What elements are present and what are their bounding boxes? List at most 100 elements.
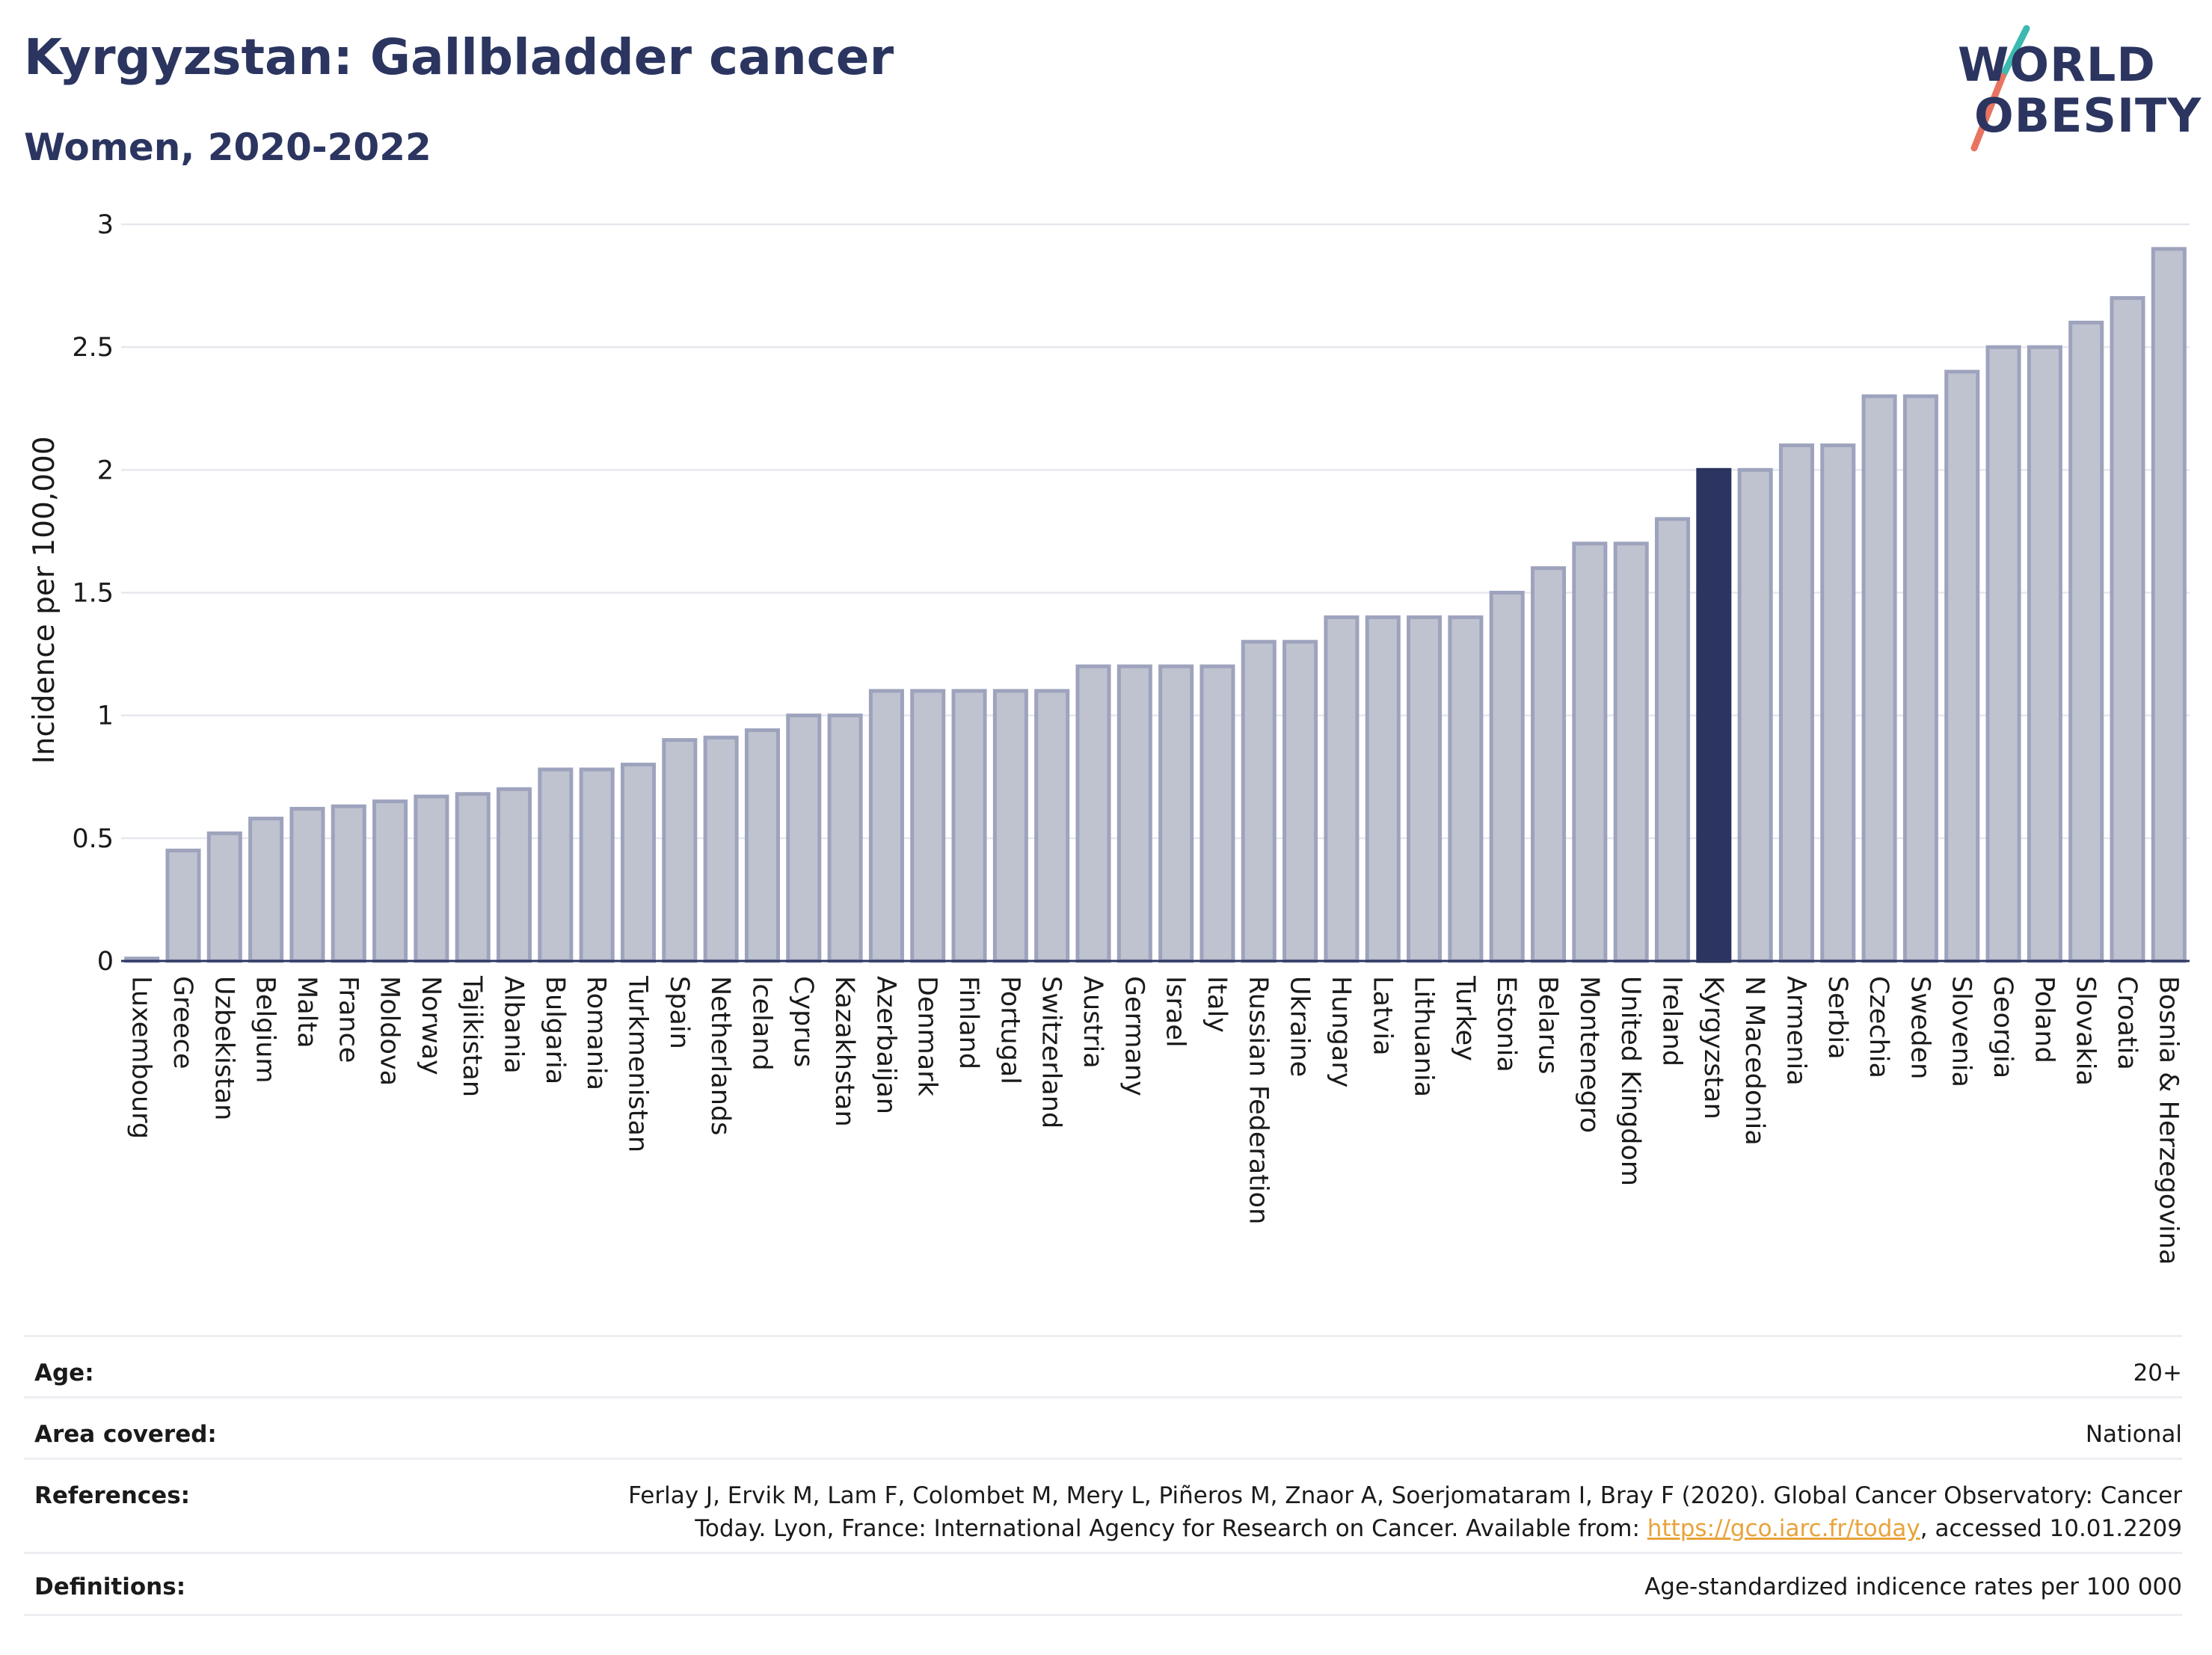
bar-latvia	[1365, 615, 1401, 963]
y-tick-label: 0	[97, 947, 114, 977]
x-tick-label: Netherlands	[705, 976, 735, 1135]
bar-estonia	[1489, 591, 1525, 963]
references-link[interactable]: https://gco.iarc.fr/today	[1647, 1515, 1920, 1542]
bar-hungary	[1324, 615, 1360, 963]
x-tick-label: Albania	[499, 976, 529, 1074]
x-tick-label: Luxembourg	[126, 976, 156, 1139]
x-tick-label: Montenegro	[1574, 976, 1604, 1133]
bar-spain	[662, 738, 698, 963]
bar-bulgaria	[538, 767, 574, 963]
bar-turkey	[1448, 615, 1484, 963]
references-text: Today. Lyon, France: International Agenc…	[695, 1515, 1647, 1542]
bar-israel	[1158, 664, 1194, 963]
x-tick-label: Bulgaria	[540, 976, 570, 1084]
x-tick-label: Uzbekistan	[209, 976, 239, 1120]
x-tick-label: Estonia	[1491, 976, 1521, 1072]
y-tick-label: 3	[97, 210, 114, 240]
bar-lithuania	[1407, 615, 1443, 963]
bar-uzbekistan	[206, 831, 242, 963]
logo-line2: OBESITY	[1974, 88, 2202, 143]
bar-armenia	[1778, 443, 1814, 963]
x-tick-label: Denmark	[912, 976, 942, 1097]
bar-russian-federation	[1241, 639, 1276, 963]
x-tick-label: Serbia	[1822, 976, 1852, 1060]
y-axis-label: Incidence per 100,000	[28, 436, 61, 764]
bar-greece	[165, 848, 201, 963]
x-tick-label: Slovenia	[1947, 976, 1976, 1087]
x-tick-label: Belarus	[1533, 976, 1563, 1075]
bar-denmark	[910, 689, 946, 963]
bar-belarus	[1531, 566, 1567, 963]
logo-line1: WORLD	[1958, 37, 2156, 92]
bar-ireland	[1654, 517, 1691, 963]
y-tick-label: 1	[97, 701, 114, 731]
area-value: National	[2085, 1421, 2182, 1448]
bar-croatia	[2110, 296, 2145, 963]
bar-czechia	[1861, 394, 1897, 963]
x-tick-label: United Kingdom	[1615, 976, 1645, 1186]
bar-kazakhstan	[827, 713, 863, 963]
bar-cyprus	[786, 713, 822, 963]
x-tick-label: Armenia	[1781, 976, 1810, 1086]
info-row-area: Area covered: National	[24, 1396, 2182, 1458]
bar-switzerland	[1034, 689, 1070, 963]
x-tick-label: Lithuania	[1409, 976, 1439, 1097]
bar-sweden	[1902, 394, 1938, 963]
x-tick-label: Azerbaijan	[870, 976, 900, 1114]
bar-montenegro	[1572, 541, 1608, 963]
bar-kyrgyzstan	[1696, 467, 1732, 963]
bar-n-macedonia	[1737, 467, 1773, 963]
chart-title: Kyrgyzstan: Gallbladder cancer	[24, 28, 894, 86]
x-tick-label: Portugal	[995, 976, 1024, 1084]
x-tick-label: Spain	[664, 976, 694, 1049]
y-tick-label: 2	[97, 455, 114, 485]
bar-poland	[2027, 345, 2062, 963]
bar-chart: 0 0.5 1 1.5 2 2.5 3 Incidence per 100,000 Luxemb…	[28, 210, 2190, 1265]
references-accessed: , accessed 10.01.2209	[1920, 1515, 2182, 1542]
bar-albania	[497, 787, 532, 963]
bar-ukraine	[1282, 639, 1318, 963]
y-tick-label: 1.5	[72, 579, 114, 609]
bar-france	[331, 804, 366, 963]
bar-turkmenistan	[620, 762, 657, 963]
x-tick-label: Sweden	[1905, 976, 1935, 1079]
bar-moldova	[372, 799, 408, 963]
bar-finland	[951, 689, 987, 963]
x-tick-label: Russian Federation	[1243, 976, 1273, 1224]
info-row-definitions: Definitions: Age-standardized indicence …	[24, 1552, 2182, 1616]
x-tick-label: Turkey	[1450, 975, 1480, 1061]
definitions-value: Age-standardized indicence rates per 100…	[1644, 1573, 2182, 1600]
x-tick-label: Georgia	[1988, 976, 2018, 1078]
age-value: 20+	[2133, 1360, 2182, 1387]
x-tick-label: Ukraine	[1285, 976, 1315, 1077]
bar-germany	[1116, 664, 1152, 963]
bar-slovenia	[1944, 369, 1980, 963]
references-line2: Today. Lyon, France: International Agenc…	[695, 1515, 2182, 1542]
x-tick-label: N Macedonia	[1739, 976, 1769, 1146]
bar-georgia	[1985, 345, 2021, 963]
logo-slash-icon	[1970, 25, 2030, 152]
x-tick-label: Greece	[168, 976, 197, 1069]
x-tick-label: Belgium	[251, 976, 280, 1084]
bar-azerbaijan	[868, 689, 904, 963]
x-tick-label: Italy	[1202, 976, 1232, 1033]
x-tick-label: Switzerland	[1036, 976, 1066, 1129]
bar-tajikistan	[455, 792, 491, 963]
chart-subtitle: Women, 2020-2022	[24, 126, 431, 169]
x-tick-label: Bosnia & Herzegovina	[2153, 976, 2183, 1265]
bar-united-kingdom	[1613, 541, 1649, 963]
bar-slovakia	[2068, 320, 2104, 963]
bar-austria	[1075, 664, 1111, 963]
x-tick-label: Malta	[292, 976, 322, 1048]
x-tick-label: Iceland	[746, 976, 776, 1071]
references-label: References:	[34, 1482, 191, 1509]
x-tick-label: Slovakia	[2071, 976, 2101, 1086]
bar-netherlands	[703, 735, 739, 963]
references-line1: Ferlay J, Ervik M, Lam F, Colombet M, Me…	[628, 1482, 2182, 1509]
x-tick-label: Turkmenistan	[623, 975, 653, 1152]
world-obesity-logo: WORLD OBESITY	[1944, 22, 2202, 165]
x-tick-label: Tajikistan	[457, 975, 487, 1097]
x-tick-label: Moldova	[375, 976, 405, 1086]
bar-malta	[289, 806, 325, 963]
x-tick-label: Croatia	[2112, 976, 2142, 1070]
